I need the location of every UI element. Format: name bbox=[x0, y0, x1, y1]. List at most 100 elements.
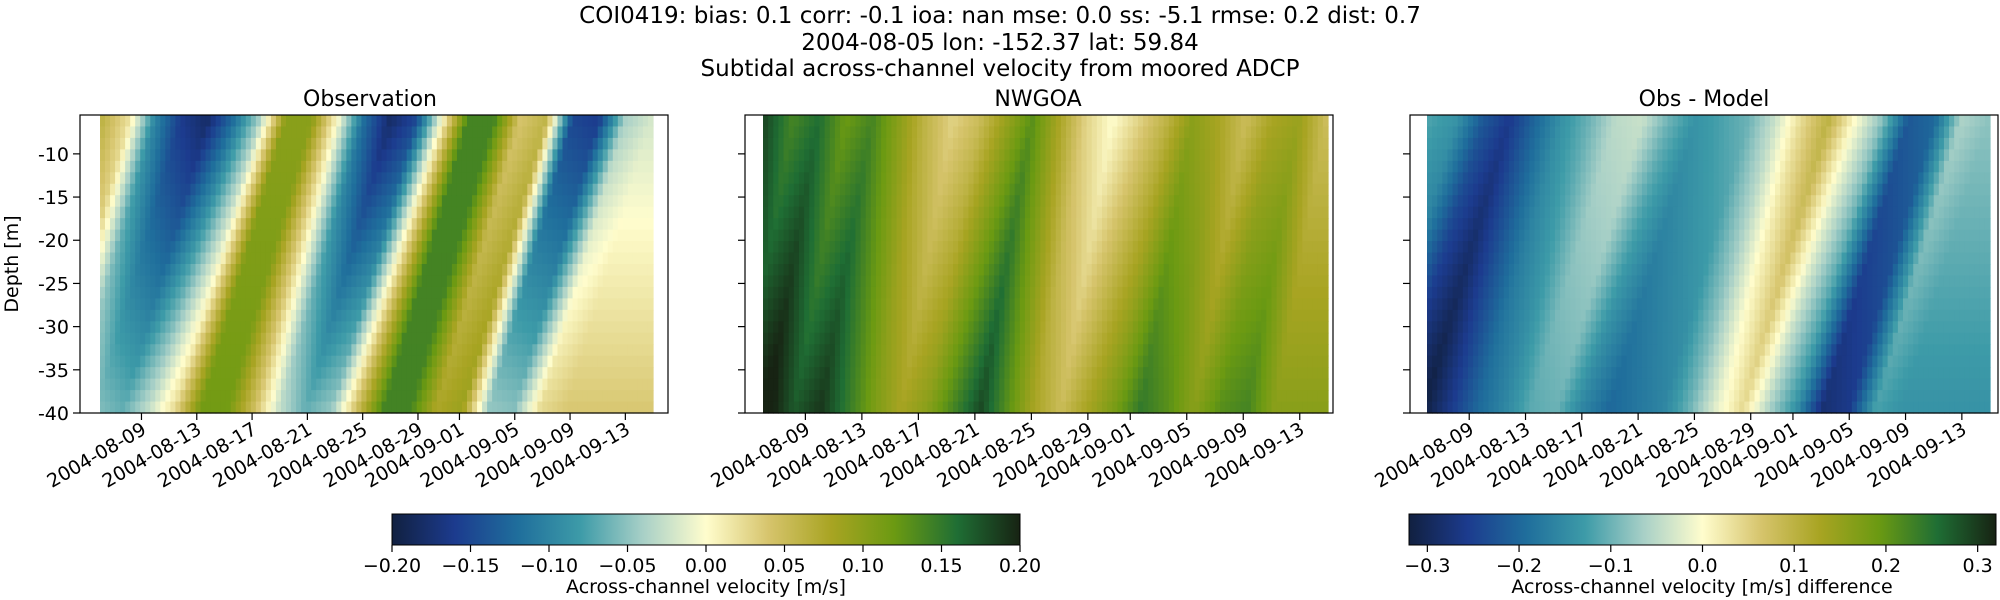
heatmap-cell bbox=[482, 241, 488, 254]
heatmap-cell bbox=[537, 241, 543, 254]
heatmap-cell bbox=[386, 286, 393, 299]
heatmap-cell bbox=[1009, 275, 1016, 288]
heatmap-cell bbox=[1137, 378, 1144, 391]
heatmap-cell bbox=[1132, 137, 1139, 150]
heatmap-cell bbox=[647, 137, 654, 150]
heatmap-cell bbox=[582, 115, 589, 128]
heatmap-cell bbox=[135, 264, 141, 277]
heatmap-cell bbox=[391, 401, 398, 414]
heatmap-cell bbox=[321, 401, 327, 414]
heatmap-cell bbox=[185, 160, 192, 173]
heatmap-cell bbox=[1019, 115, 1026, 128]
heatmap-cell bbox=[963, 355, 970, 368]
heatmap-cell bbox=[999, 183, 1006, 196]
heatmap-cell bbox=[901, 355, 908, 368]
heatmap-cell bbox=[607, 149, 614, 162]
heatmap-cell bbox=[552, 390, 559, 403]
heatmap-cell bbox=[311, 241, 317, 254]
heatmap-cell bbox=[105, 206, 111, 219]
heatmap-cell bbox=[1040, 183, 1047, 196]
heatmap-cell bbox=[978, 126, 985, 139]
heatmap-cell bbox=[275, 355, 282, 368]
heatmap-cell bbox=[937, 321, 944, 334]
heatmap-cell bbox=[1050, 286, 1057, 299]
heatmap-cell bbox=[120, 229, 126, 242]
heatmap-cell bbox=[487, 126, 493, 139]
heatmap-cell bbox=[396, 401, 403, 414]
heatmap-cell bbox=[291, 160, 297, 173]
heatmap-cell bbox=[1132, 390, 1139, 403]
heatmap-cell bbox=[1076, 241, 1083, 254]
heatmap-cell bbox=[461, 378, 468, 391]
heatmap-cell bbox=[1168, 218, 1175, 231]
heatmap-cell bbox=[994, 206, 1000, 219]
heatmap-cell bbox=[994, 264, 1000, 277]
heatmap-cell bbox=[778, 195, 785, 208]
heatmap-cell bbox=[547, 149, 554, 162]
heatmap-cell bbox=[140, 321, 146, 334]
heatmap-cell bbox=[537, 218, 543, 231]
heatmap-cell bbox=[487, 115, 493, 128]
heatmap-cell bbox=[1055, 218, 1062, 231]
heatmap-cell bbox=[265, 378, 272, 391]
heatmap-cell bbox=[552, 378, 559, 391]
heatmap-cell bbox=[1127, 286, 1134, 299]
heatmap-cell bbox=[120, 149, 126, 162]
heatmap-cell bbox=[1060, 309, 1067, 322]
heatmap-cell bbox=[886, 218, 893, 231]
heatmap-cell bbox=[275, 115, 282, 128]
heatmap-cell bbox=[130, 206, 136, 219]
heatmap-cell bbox=[537, 401, 543, 414]
heatmap-cell bbox=[190, 160, 197, 173]
heatmap-cell bbox=[1076, 195, 1083, 208]
heatmap-cell bbox=[441, 264, 448, 277]
heatmap-cell bbox=[1009, 401, 1016, 414]
heatmap-cell bbox=[371, 149, 378, 162]
heatmap-cell bbox=[215, 378, 222, 391]
heatmap-cell bbox=[932, 264, 939, 277]
heatmap-cell bbox=[100, 252, 106, 265]
heatmap-cell bbox=[612, 149, 619, 162]
heatmap-cell bbox=[507, 137, 513, 150]
heatmap-cell bbox=[230, 137, 237, 150]
heatmap-cell bbox=[647, 218, 654, 231]
heatmap-cell bbox=[235, 218, 242, 231]
heatmap-cell bbox=[421, 367, 428, 380]
heatmap-cell bbox=[1035, 126, 1041, 139]
heatmap-cell bbox=[824, 126, 831, 139]
heatmap-cell bbox=[205, 241, 212, 254]
heatmap-cell bbox=[185, 252, 192, 265]
heatmap-cell bbox=[291, 126, 297, 139]
heatmap-cell bbox=[361, 286, 368, 299]
heatmap-cell bbox=[381, 195, 388, 208]
heatmap-cell bbox=[532, 149, 538, 162]
heatmap-cell bbox=[361, 309, 368, 322]
heatmap-cell bbox=[1076, 332, 1083, 345]
heatmap-cell bbox=[446, 390, 453, 403]
heatmap-cell bbox=[647, 367, 654, 380]
heatmap-cell bbox=[185, 172, 192, 185]
heatmap-cell bbox=[527, 355, 533, 368]
heatmap-cell bbox=[999, 378, 1006, 391]
heatmap-cell bbox=[477, 367, 483, 380]
heatmap-cell bbox=[421, 241, 428, 254]
heatmap-cell bbox=[255, 252, 262, 265]
heatmap-cell bbox=[937, 367, 944, 380]
heatmap-cell bbox=[401, 309, 408, 322]
heatmap-cell bbox=[487, 252, 493, 265]
heatmap-cell bbox=[1168, 172, 1175, 185]
heatmap-cell bbox=[255, 378, 262, 391]
heatmap-cell bbox=[160, 344, 166, 357]
heatmap-cell bbox=[587, 378, 594, 391]
heatmap-cell bbox=[446, 252, 453, 265]
heatmap-cell bbox=[255, 401, 262, 414]
heatmap-cell bbox=[406, 332, 413, 345]
heatmap-cell bbox=[1045, 241, 1052, 254]
heatmap-cell bbox=[100, 355, 106, 368]
heatmap-cell bbox=[185, 149, 192, 162]
heatmap-cell bbox=[778, 160, 785, 173]
heatmap-cell bbox=[286, 195, 292, 208]
heatmap-cell bbox=[1158, 252, 1165, 265]
heatmap-cell bbox=[532, 378, 538, 391]
heatmap-cell bbox=[416, 183, 423, 196]
